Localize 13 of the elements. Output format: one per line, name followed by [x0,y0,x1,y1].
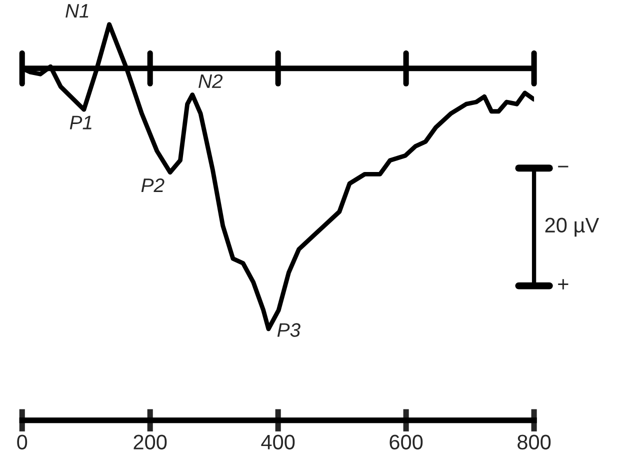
annotation: N2 [198,74,223,88]
annotation: P2 [141,178,164,192]
text: − [558,166,568,168]
annotation: N1 [66,4,88,18]
text: + [558,279,568,290]
annotation: P1 [70,116,92,130]
x-tick-label: 400 [261,434,295,450]
x-tick-label: 800 [518,434,551,450]
x-tick-label: 200 [134,434,167,450]
x-tick-label: 600 [390,434,423,450]
annotation: P3 [277,323,300,337]
text: 20 µV [545,218,600,237]
x-tick-label: 0 [17,434,28,450]
